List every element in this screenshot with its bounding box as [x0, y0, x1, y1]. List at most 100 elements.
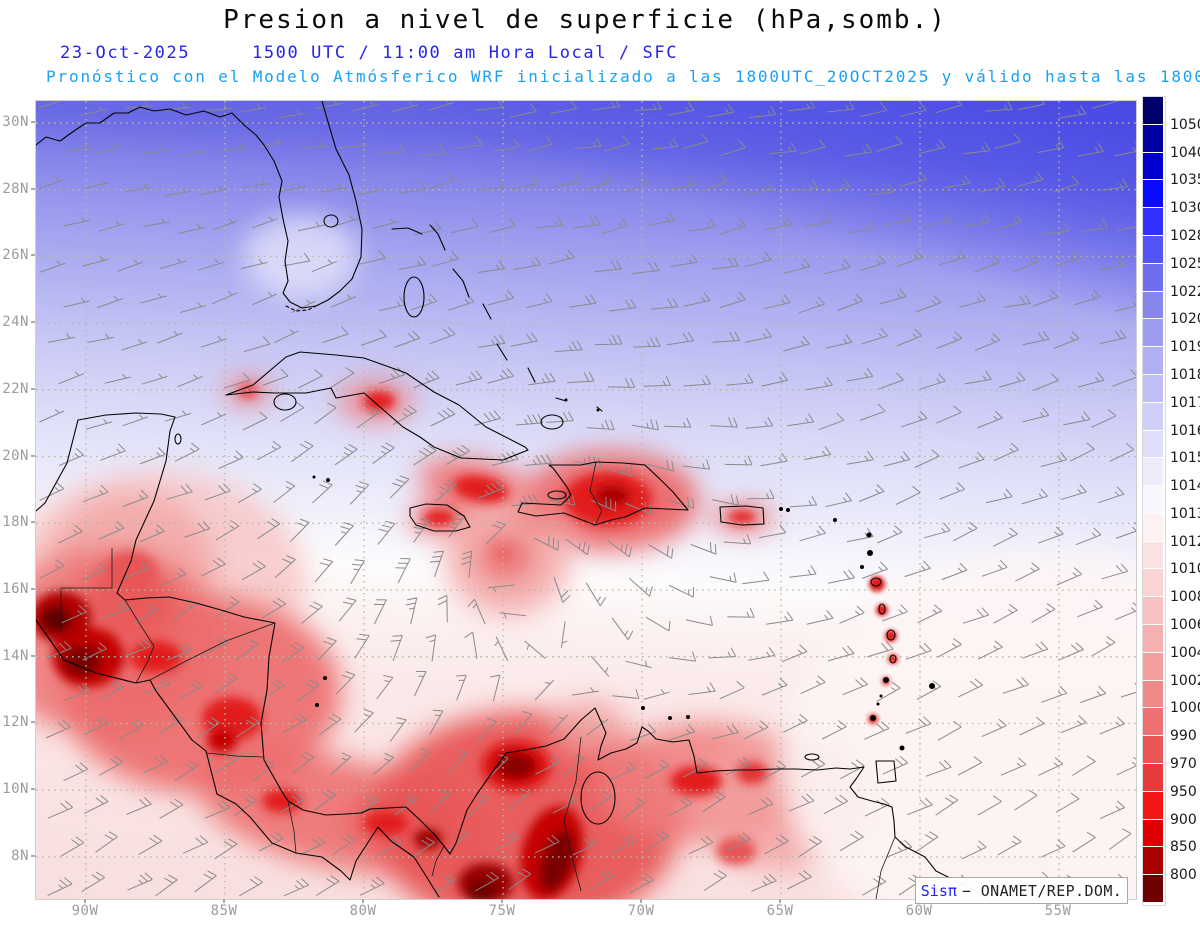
colorbar-cell	[1143, 569, 1163, 598]
colorbar-level-label: 850	[1170, 839, 1197, 856]
lon-tick-mark	[779, 899, 781, 903]
lat-tick-mark	[31, 854, 35, 857]
lat-tick-label: 16N	[2, 581, 29, 598]
colorbar-cell	[1143, 819, 1163, 848]
colorbar-cell	[1143, 513, 1163, 542]
lat-tick-label: 14N	[2, 647, 29, 664]
lat-tick-mark	[31, 321, 35, 324]
colorbar-level-label: 970	[1170, 756, 1197, 773]
lat-tick-mark	[31, 121, 35, 123]
forecast-valid-time: 1500 UTC / 11:00 am Hora Local / SFC	[252, 43, 679, 63]
colorbar-cell	[1143, 319, 1163, 348]
lon-tick-label: 75W	[488, 903, 516, 919]
coastlines	[36, 101, 990, 899]
colorbar-level-label: 1015	[1170, 450, 1200, 467]
colorbar-level-label: 1028	[1170, 227, 1200, 244]
colorbar-level-label: 1050	[1170, 116, 1200, 133]
colorbar-level-label: 1022	[1170, 283, 1200, 300]
page-title: Presion a nivel de superficie (hPa,somb.…	[223, 5, 947, 35]
colorbar-level-label: 1004	[1170, 644, 1200, 661]
colorbar-cell	[1143, 263, 1163, 292]
colorbar-cell	[1143, 97, 1163, 125]
colorbar-level-label: 1025	[1170, 255, 1200, 272]
lat-tick-label: 8N	[11, 847, 29, 864]
wind-barbs	[37, 101, 1136, 897]
lat-tick-mark	[31, 521, 35, 524]
lon-tick-label: 90W	[71, 903, 99, 919]
colorbar-level-label: 800	[1170, 867, 1197, 884]
colorbar-cell	[1143, 430, 1163, 459]
lon-tick-mark	[223, 899, 225, 903]
colorbar-cell	[1143, 708, 1163, 737]
colorbar-cell	[1143, 180, 1163, 209]
lon-tick-mark	[84, 899, 86, 903]
colorbar-cell	[1143, 291, 1163, 320]
colorbar-cell	[1143, 152, 1163, 181]
colorbar-level-label: 1016	[1170, 422, 1200, 439]
colorbar-cell	[1143, 847, 1163, 876]
colorbar-level-label: 990	[1170, 728, 1197, 745]
colorbar-level-label: 1002	[1170, 672, 1200, 689]
colorbar-cell	[1143, 764, 1163, 792]
lon-tick-label: 85W	[210, 903, 238, 919]
colorbar-cell	[1143, 458, 1163, 487]
lon-tick-label: 55W	[1044, 903, 1072, 919]
colorbar-level-label: 1012	[1170, 533, 1200, 550]
lat-tick-mark	[31, 187, 35, 190]
colorbar-level-label: 1040	[1170, 144, 1200, 161]
colorbar-level-label: 1006	[1170, 617, 1200, 634]
watermark-agency: − ONAMET/REP.DOM.	[961, 881, 1123, 900]
colorbar-level-label: 1017	[1170, 394, 1200, 411]
colorbar-cell	[1143, 875, 1163, 903]
lon-tick-label: 60W	[905, 903, 933, 919]
lat-tick-mark	[31, 788, 35, 791]
watermark-box: Sisπ − ONAMET/REP.DOM.	[915, 877, 1128, 904]
colorbar-cell	[1143, 208, 1163, 236]
lon-tick-mark	[501, 899, 503, 903]
colorbar-cell	[1143, 124, 1163, 153]
colorbar-level-label: 1014	[1170, 478, 1200, 495]
lat-tick-label: 10N	[2, 781, 29, 798]
colorbar-level-label: 1019	[1170, 339, 1200, 356]
lat-tick-mark	[31, 387, 35, 390]
pressure-map-canvas	[36, 101, 1136, 899]
colorbar-frame	[1142, 96, 1166, 906]
lat-tick-mark	[31, 454, 35, 457]
colorbar-cell	[1143, 402, 1163, 431]
lat-tick-label: 12N	[2, 714, 29, 731]
colorbar-cell	[1143, 486, 1163, 514]
colorbar-level-label: 1000	[1170, 700, 1200, 717]
lat-tick-label: 26N	[2, 247, 29, 264]
colorbar-cell	[1143, 625, 1163, 653]
colorbar-cell	[1143, 597, 1163, 626]
colorbar-level-label: 950	[1170, 783, 1197, 800]
colorbar-cell	[1143, 791, 1163, 820]
colorbar-level-label: 900	[1170, 811, 1197, 828]
colorbar-level-label: 1020	[1170, 311, 1200, 328]
colorbar-cell	[1143, 347, 1163, 375]
colorbar-level-label: 1018	[1170, 366, 1200, 383]
colorbar-cell	[1143, 652, 1163, 681]
colorbar-level-label: 1013	[1170, 505, 1200, 522]
lon-tick-label: 80W	[349, 903, 377, 919]
grid-lines	[36, 101, 1136, 899]
forecast-date: 23-Oct-2025	[60, 43, 191, 63]
lon-tick-label: 65W	[766, 903, 794, 919]
colorbar-cell	[1143, 235, 1163, 264]
colorbar-level-label: 1030	[1170, 200, 1200, 217]
lon-tick-mark	[640, 899, 642, 903]
lat-tick-label: 28N	[2, 180, 29, 197]
colorbar-cell	[1143, 541, 1163, 570]
lat-tick-mark	[31, 721, 35, 724]
colorbar-cell	[1143, 736, 1163, 765]
lat-tick-mark	[31, 588, 35, 591]
lat-tick-label: 30N	[2, 114, 29, 130]
lon-tick-mark	[362, 899, 364, 903]
lat-tick-label: 18N	[2, 514, 29, 531]
lat-tick-label: 24N	[2, 314, 29, 331]
colorbar-level-label: 1008	[1170, 589, 1200, 606]
lat-tick-mark	[31, 254, 35, 257]
watermark-brand: Sisπ	[920, 881, 957, 900]
colorbar-cell	[1143, 374, 1163, 403]
